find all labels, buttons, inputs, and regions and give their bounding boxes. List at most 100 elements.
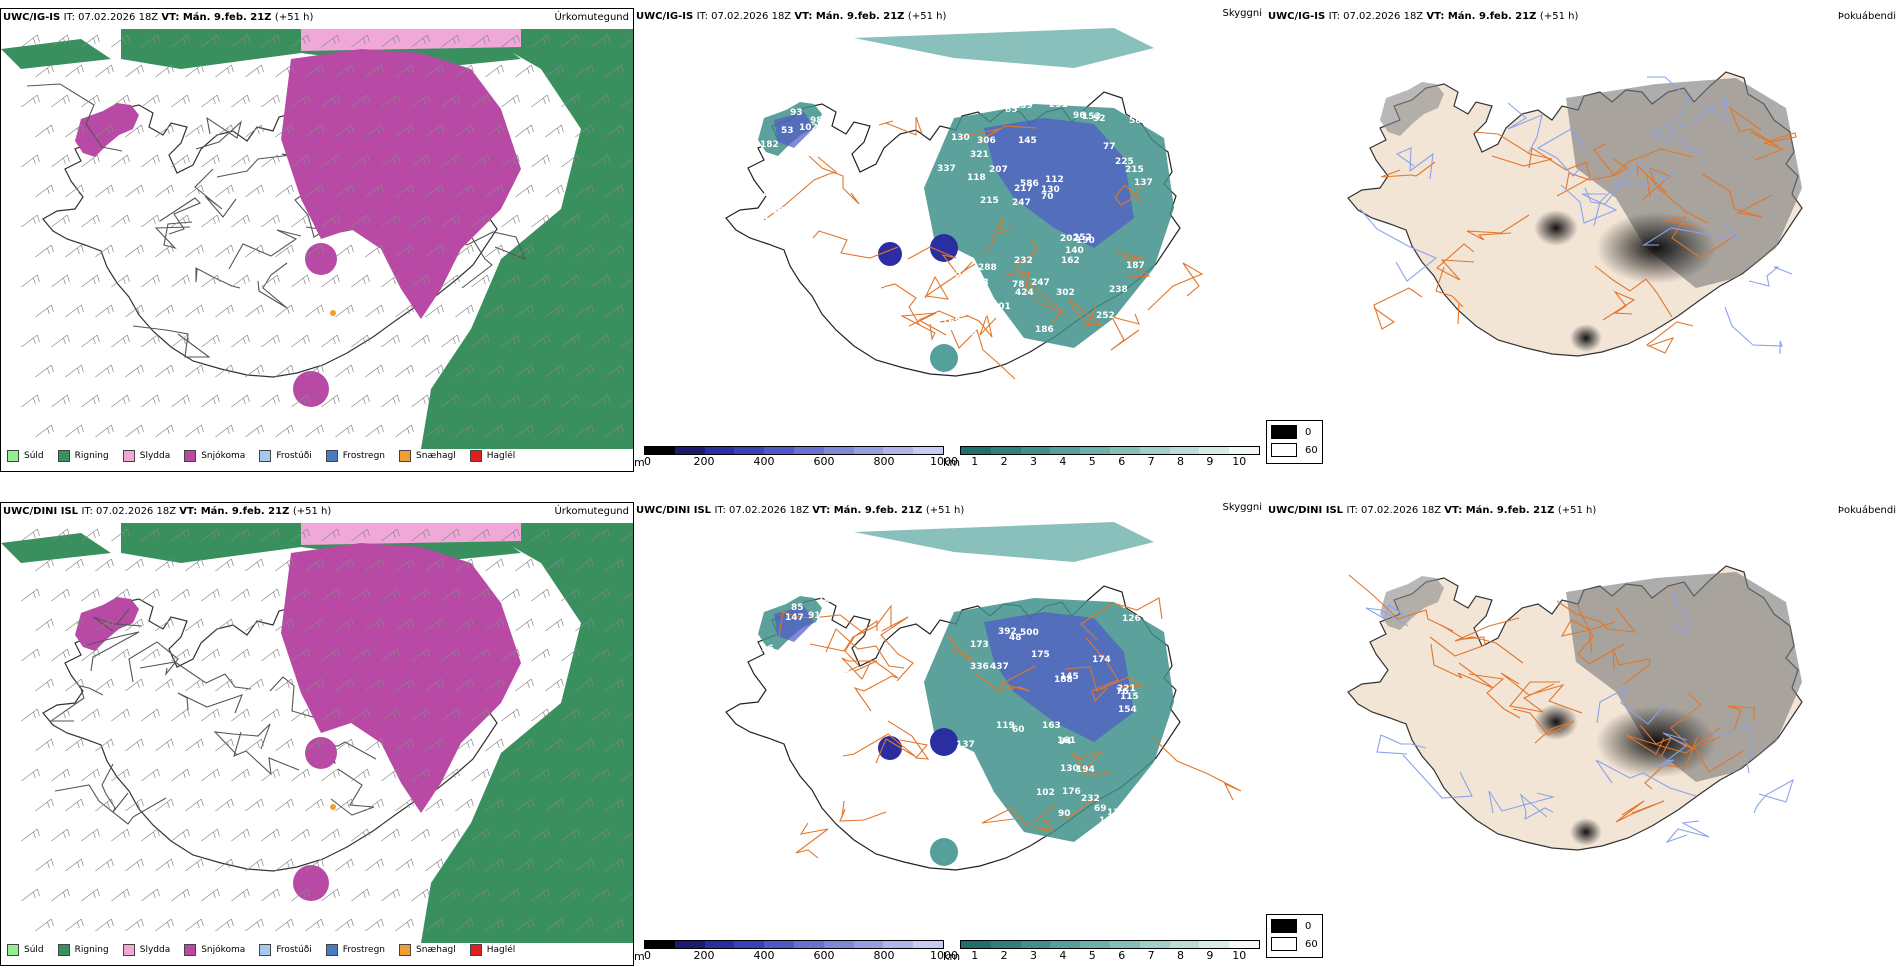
colorbar-cell [1169, 447, 1200, 454]
cloud-base-value: 187 [1126, 261, 1145, 271]
legend-label: Snjókoma [201, 945, 246, 955]
colorbar-cell [823, 447, 854, 454]
colorbar-cell [853, 941, 884, 948]
cloud-base-value: 70 [1041, 192, 1054, 202]
legend-swatch [325, 944, 338, 956]
fog-legend-label: 0 [1305, 426, 1312, 438]
fog-legend-swatch [1271, 919, 1297, 933]
colorbar-tick: 0 [644, 949, 651, 962]
colorbar-tick: 400 [753, 949, 775, 962]
cloud-base-value: 93 [790, 108, 803, 118]
legend-swatch [259, 450, 272, 462]
colorbar-cell [764, 941, 794, 948]
cloud-base-value: 129 [836, 102, 855, 112]
colorbar-tick: 200 [693, 949, 715, 962]
cloud-base-value: 186 [1035, 325, 1054, 335]
legend-label: Haglél [486, 945, 516, 955]
colorbar-tick: 6 [1118, 949, 1126, 962]
legend-label: Snæhagl [416, 451, 456, 461]
legend-item: Slydda [122, 450, 170, 462]
cloud-base-value: 174 [1092, 655, 1111, 665]
precip-panel-title: Úrkomutegund [554, 506, 629, 517]
fog-legend: 0 60 [1266, 420, 1323, 464]
colorbar-cell [1080, 447, 1110, 454]
cloud-base-value: 115 [1120, 692, 1139, 702]
cloud-base-value: 162 [1061, 256, 1080, 266]
model-title: UWC/IG-IS [3, 12, 64, 23]
legend-item: Rigning [57, 450, 109, 462]
cloud-base-value: 94 [1059, 737, 1072, 747]
cloud-base-value: 96 [1073, 111, 1086, 121]
it-label: IT: [714, 505, 730, 516]
colorbar-cell [1139, 447, 1170, 454]
cloud-base-value: 315 [958, 328, 977, 338]
legend-swatch [469, 944, 482, 956]
vt-label: VT: [1426, 11, 1448, 22]
it-value: 07.02.2026 18Z [78, 12, 162, 23]
colorbar-cells [644, 446, 944, 455]
colorbar-tick: 3 [1030, 949, 1037, 962]
cloud-base-value: 112 [1045, 175, 1064, 185]
colorbar-tick: 10 [1232, 949, 1247, 962]
vt-value: Mán. 9.feb. 21Z [1447, 11, 1540, 22]
cloud-base-value: 106 [1099, 816, 1118, 826]
it-value: 07.02.2026 18Z [729, 505, 813, 516]
legend-item: Rigning [57, 944, 109, 956]
colorbar-cell [1050, 447, 1081, 454]
cloud-base-value: 102 [799, 123, 818, 133]
colorbar-cell [1020, 941, 1051, 948]
fog-legend-row: 0 [1271, 919, 1318, 933]
cloud-base-value: 221 [1117, 684, 1136, 694]
cloud-base-value: 603 [970, 278, 989, 288]
legend-item: Slydda [122, 944, 170, 956]
legend-swatch [259, 944, 272, 956]
colorbar-cell [1229, 941, 1259, 948]
legend-label: Frostregn [342, 945, 386, 955]
colorbar-cell [734, 941, 765, 948]
cloud-base-value: 139 [1014, 101, 1033, 111]
cloud-base-value: 202 [1060, 234, 1079, 244]
cloud-base-value: 140 [1065, 246, 1084, 256]
fog-legend-label: 60 [1305, 444, 1318, 456]
colorbar-cell [1109, 941, 1140, 948]
colorbar-cell [883, 941, 914, 948]
cloud-base-value: 231 [1049, 100, 1068, 110]
colorbar-tick: 800 [873, 949, 895, 962]
fog-legend-swatch [1271, 443, 1297, 457]
cloud-base-value: 392 [998, 627, 1017, 637]
cloud-base-value: 232 [1014, 256, 1033, 266]
fog-legend-label: 0 [1305, 920, 1312, 932]
colorbar-tick: 6 [1118, 455, 1126, 468]
colorbar-cell [1199, 941, 1230, 948]
cloud-base-value: 102 [1036, 788, 1055, 798]
cloud-base-value: 188 [1054, 675, 1073, 685]
cloud-base-value: 118 [952, 755, 971, 765]
cloud-base-value: 52 [1093, 114, 1106, 124]
cloud-base-value: 215 [980, 196, 999, 206]
colorbar-cell [704, 447, 735, 454]
vt-label: VT: [1444, 505, 1466, 516]
lead-time: (+51 h) [274, 12, 314, 23]
colorbar-tick: 2 [1000, 455, 1008, 468]
colorbar-cell [823, 941, 854, 948]
cloud-base-value: 86 [771, 206, 784, 216]
legend-item: Súld [7, 944, 44, 956]
cloud-base-value: 147 [785, 613, 804, 623]
cloud-base-value: 137 [956, 740, 975, 750]
colorbar-cell [1169, 941, 1200, 948]
model-title: UWC/DINI ISL [1268, 505, 1347, 516]
cloud-base-value: 130 [1060, 764, 1079, 774]
colorbar-tick: 8 [1177, 455, 1184, 468]
cloud-base-value: 123 [1107, 808, 1126, 818]
legend-swatch [399, 450, 412, 462]
it-value: 07.02.2026 18Z [1361, 505, 1445, 516]
fog-legend-row: 0 [1271, 425, 1318, 439]
fog-index-panel: UWC/IG-IS IT: 07.02.2026 18Z VT: Mán. 9.… [1266, 8, 1900, 472]
panel-header: UWC/DINI ISL IT: 07.02.2026 18Z VT: Mán.… [3, 506, 331, 517]
cloud-base-value: 173 [970, 640, 989, 650]
it-value: 07.02.2026 18Z [711, 11, 795, 22]
legend-swatch [399, 944, 412, 956]
colorbar-cell [1229, 447, 1259, 454]
cloud-base-value: 194 [1076, 765, 1095, 775]
cloud-base-value: 152 [791, 693, 810, 703]
